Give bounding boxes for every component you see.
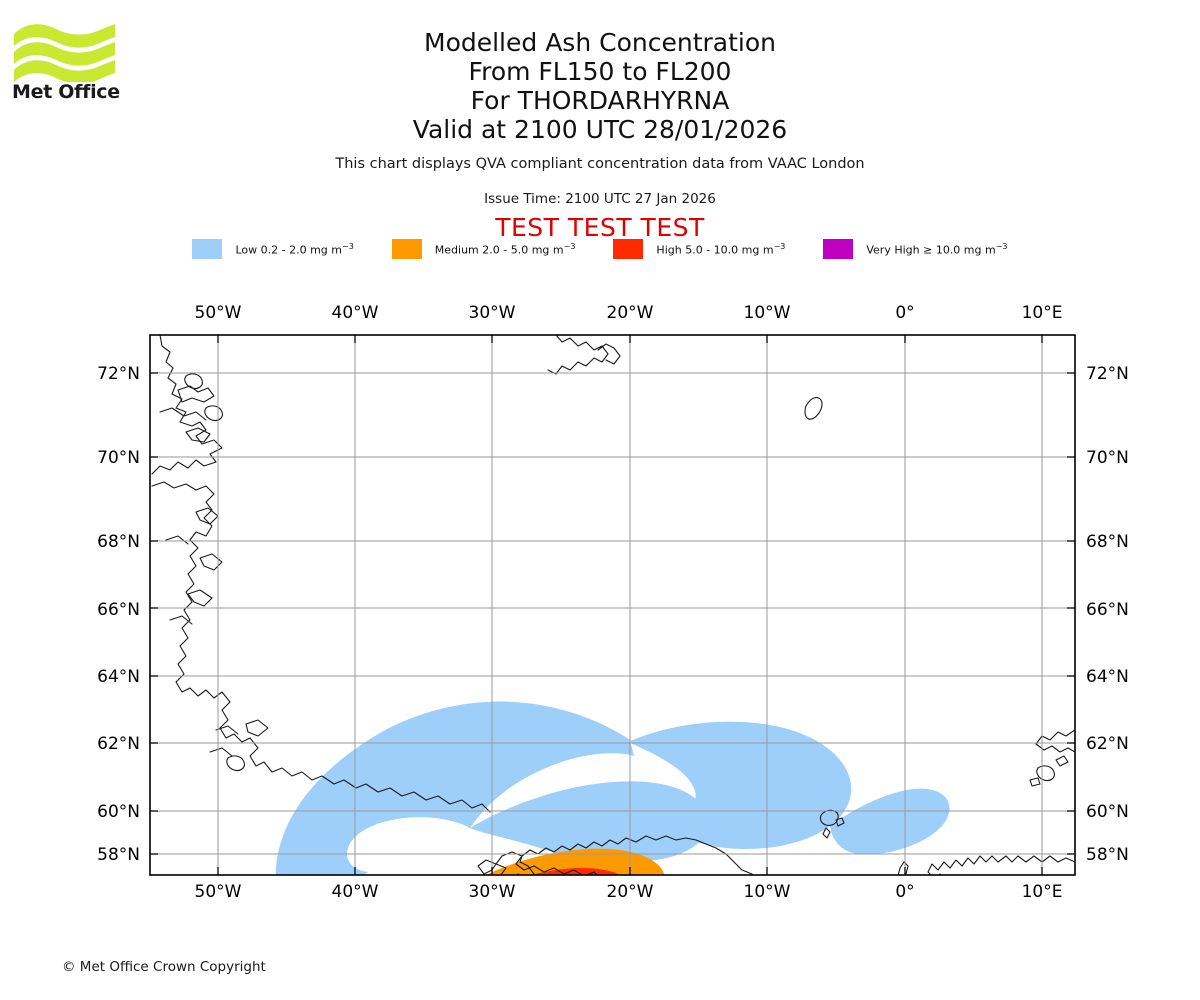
- xtick-label-bot-4: 10°W: [744, 882, 791, 902]
- ytick-label-right-6: 70°N: [1086, 448, 1129, 468]
- coastline-faroe: [819, 809, 845, 839]
- ytick-label-left-0: 58°N: [97, 845, 140, 865]
- ytick-label-left-2: 62°N: [97, 734, 140, 754]
- legend-item-high: High 5.0 - 10.0 mg m−3: [613, 239, 823, 259]
- copyright-notice: © Met Office Crown Copyright: [62, 959, 266, 975]
- coastline-svalbard: [547, 335, 621, 375]
- xtick-label-top-3: 20°W: [607, 303, 654, 323]
- xtick-label-top-4: 10°W: [744, 303, 791, 323]
- coastline-norway-north: [1035, 729, 1075, 753]
- legend-swatch-high: [613, 239, 644, 259]
- xtick-label-bot-3: 20°W: [607, 882, 654, 902]
- map-plot-area: [149, 334, 1076, 910]
- ytick-label-left-4: 66°N: [97, 600, 140, 620]
- legend-swatch-medium: [391, 239, 422, 259]
- concentration-legend: Low 0.2 - 2.0 mg m−3 Medium 2.0 - 5.0 mg…: [0, 239, 1200, 259]
- latitude-axis-left: 72°N 70°N 68°N 66°N 64°N 62°N 60°N 58°N: [97, 364, 140, 865]
- ytick-label-left-3: 64°N: [97, 667, 140, 687]
- ytick-label-left-7: 72°N: [97, 364, 140, 384]
- xtick-label-top-2: 30°W: [469, 303, 516, 323]
- coastline-norway-lofoten: [1029, 755, 1069, 787]
- legend-label-low: Low 0.2 - 2.0 mg m−3: [235, 241, 354, 257]
- latitude-axis-right: 72°N 70°N 68°N 66°N 64°N 62°N 60°N 58°N: [1086, 364, 1129, 865]
- map-frame: [149, 334, 1076, 876]
- legend-label-very-high: Very High ≥ 10.0 mg m−3: [866, 241, 1008, 257]
- ytick-label-right-1: 60°N: [1086, 802, 1129, 822]
- page-title: Modelled Ash Concentration From FL150 to…: [0, 28, 1200, 144]
- ytick-label-right-7: 72°N: [1086, 364, 1129, 384]
- issue-time: Issue Time: 2100 UTC 27 Jan 2026: [484, 191, 716, 207]
- legend-item-medium: Medium 2.0 - 5.0 mg m−3: [391, 239, 614, 259]
- xtick-label-bot-0: 50°W: [195, 882, 242, 902]
- xtick-label-top-5: 0°: [895, 303, 914, 323]
- xtick-label-top-0: 50°W: [195, 303, 242, 323]
- axis-ticks: [150, 335, 1075, 875]
- ytick-label-right-5: 68°N: [1086, 532, 1129, 552]
- plume-medium: [486, 848, 665, 875]
- plume-low: [275, 701, 950, 875]
- coastline-norway: [927, 855, 1075, 875]
- coastline-jan-mayen: [804, 397, 823, 420]
- volcano-icon: [676, 900, 710, 910]
- xtick-label-bot-6: 10°E: [1022, 882, 1063, 902]
- met-office-logo: Met Office: [12, 20, 122, 102]
- title-line-4: Valid at 2100 UTC 28/01/2026: [412, 115, 788, 144]
- xtick-label-bot-1: 40°W: [332, 882, 379, 902]
- map-gridlines: [150, 335, 1075, 875]
- title-line-1: Modelled Ash Concentration: [424, 28, 776, 57]
- ash-concentration-map: 50°W 40°W 30°W 20°W 10°W 0° 10°E 50°W 40…: [0, 290, 1200, 910]
- test-banner: TEST TEST TEST: [495, 213, 705, 242]
- coastline-iceland: [515, 835, 754, 875]
- met-office-logo-text: Met Office: [12, 81, 120, 103]
- xtick-label-bot-5: 0°: [895, 882, 914, 902]
- xtick-label-top-1: 40°W: [332, 303, 379, 323]
- legend-label-high: High 5.0 - 10.0 mg m−3: [656, 241, 786, 257]
- legend-label-medium: Medium 2.0 - 5.0 mg m−3: [434, 241, 576, 257]
- title-line-3: For THORDARHYRNA: [470, 86, 730, 115]
- legend-swatch-very-high: [823, 239, 854, 259]
- ytick-label-left-5: 68°N: [97, 532, 140, 552]
- legend-swatch-low: [192, 239, 223, 259]
- xtick-label-bot-2: 30°W: [469, 882, 516, 902]
- legend-item-low: Low 0.2 - 2.0 mg m−3: [192, 239, 391, 259]
- longitude-axis-bottom: 50°W 40°W 30°W 20°W 10°W 0° 10°E: [195, 882, 1063, 902]
- coastline-orkney: [872, 904, 890, 910]
- coastline-shetland: [897, 861, 909, 875]
- coastline-norway-fjords: [940, 886, 980, 910]
- ytick-label-right-3: 64°N: [1086, 667, 1129, 687]
- coastline-greenland-inner: [159, 407, 239, 757]
- coastline-iceland-westfjords: [477, 851, 535, 875]
- ytick-label-right-2: 62°N: [1086, 734, 1129, 754]
- xtick-label-top-6: 10°E: [1022, 303, 1063, 323]
- legend-item-very-high: Very High ≥ 10.0 mg m−3: [823, 239, 1008, 259]
- title-line-2: From FL150 to FL200: [468, 57, 732, 86]
- ytick-label-right-0: 58°N: [1086, 845, 1129, 865]
- coastline-greenland-islands: [184, 373, 245, 772]
- chart-subtitle: This chart displays QVA compliant concen…: [335, 156, 865, 172]
- met-office-wave-mark: [14, 24, 115, 82]
- longitude-axis-top: 50°W 40°W 30°W 20°W 10°W 0° 10°E: [195, 303, 1063, 323]
- ytick-label-right-4: 66°N: [1086, 600, 1129, 620]
- ytick-label-left-1: 60°N: [97, 802, 140, 822]
- ytick-label-left-6: 70°N: [97, 448, 140, 468]
